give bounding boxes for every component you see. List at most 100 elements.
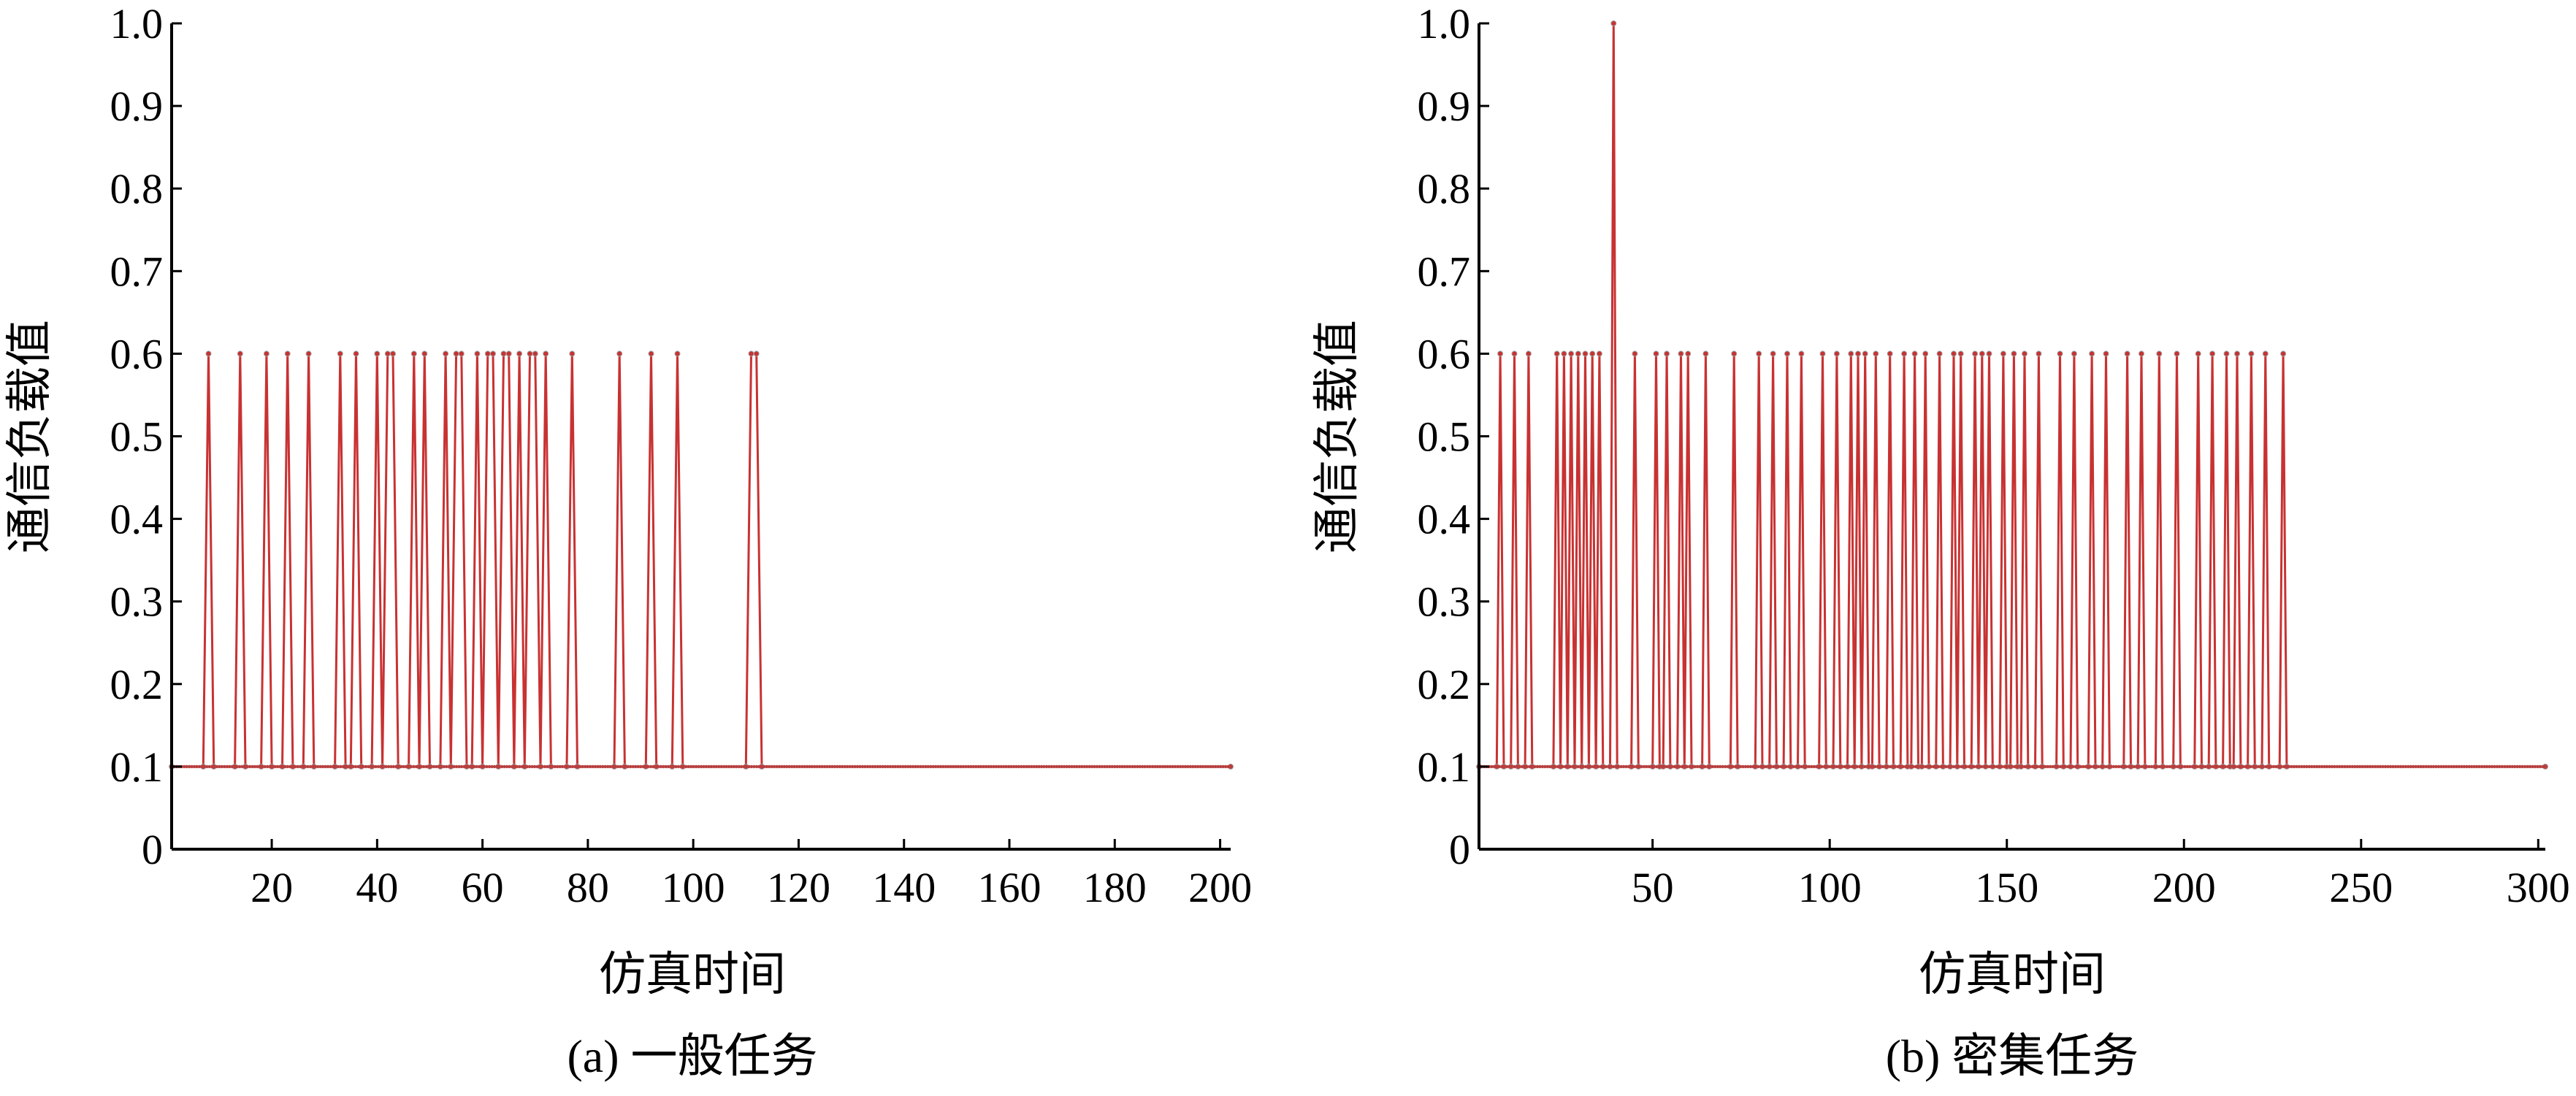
baseline-point xyxy=(1062,764,1066,769)
baseline-point xyxy=(2104,764,2108,769)
peak-point xyxy=(1972,350,1979,357)
baseline-point xyxy=(1700,764,1705,769)
baseline-point xyxy=(914,764,917,769)
baseline-point xyxy=(1176,764,1180,769)
baseline-point xyxy=(2188,764,2192,769)
baseline-point xyxy=(651,764,655,769)
baseline-point xyxy=(2310,764,2314,769)
baseline-point xyxy=(556,764,559,769)
baseline-point xyxy=(1685,764,1689,769)
baseline-point xyxy=(865,764,870,769)
peak-point xyxy=(516,350,523,357)
baseline-point xyxy=(1138,764,1142,769)
baseline-point xyxy=(2185,764,2190,769)
baseline-point xyxy=(303,764,307,769)
baseline-point xyxy=(1635,764,1638,769)
baseline-point xyxy=(2206,764,2209,769)
baseline-point xyxy=(916,764,920,769)
baseline-point xyxy=(2381,764,2385,769)
baseline-point xyxy=(1881,764,1884,769)
baseline-point xyxy=(394,764,398,769)
baseline-point xyxy=(1977,764,1981,769)
baseline-point xyxy=(2163,764,2166,769)
baseline-point xyxy=(1815,764,1819,769)
baseline-point xyxy=(709,764,713,769)
baseline-point xyxy=(2396,764,2400,769)
baseline-point xyxy=(1705,764,1710,769)
peak-point xyxy=(1568,350,1575,357)
baseline-point xyxy=(1777,764,1781,769)
baseline-point xyxy=(2127,764,2131,769)
baseline-point xyxy=(1838,764,1841,769)
baseline-point xyxy=(482,764,486,769)
baseline-point xyxy=(2526,764,2529,769)
baseline-point xyxy=(1110,764,1114,769)
baseline-point xyxy=(1690,764,1694,769)
baseline-point xyxy=(1158,764,1162,769)
baseline-point xyxy=(2122,764,2126,769)
baseline-point xyxy=(850,764,855,769)
baseline-point xyxy=(2399,764,2403,769)
baseline-point xyxy=(971,764,976,769)
baseline-point xyxy=(220,764,224,769)
x-tick-label: 50 xyxy=(1632,864,1674,911)
baseline-point xyxy=(2434,764,2438,769)
baseline-point xyxy=(2076,764,2080,769)
baseline-point xyxy=(1840,764,1844,769)
baseline-point xyxy=(429,764,433,769)
baseline-point xyxy=(573,764,577,769)
baseline-point xyxy=(1540,764,1545,769)
baseline-point xyxy=(2419,764,2423,769)
baseline-point xyxy=(1148,764,1152,769)
baseline-point xyxy=(1642,764,1646,769)
y-tick-label: 0.1 xyxy=(1418,743,1471,791)
peak-point xyxy=(1833,350,1840,357)
baseline-point xyxy=(982,764,985,769)
baseline-point xyxy=(903,764,907,769)
baseline-point xyxy=(356,764,360,769)
baseline-point xyxy=(1825,764,1829,769)
baseline-point xyxy=(2373,764,2377,769)
baseline-point xyxy=(2056,764,2060,769)
baseline-point xyxy=(2520,764,2524,769)
x-tick-label: 120 xyxy=(767,864,830,911)
y-tick-label: 0.6 xyxy=(1418,330,1471,378)
baseline-point xyxy=(1173,764,1177,769)
baseline-point xyxy=(2120,764,2123,769)
baseline-point xyxy=(1893,764,1897,769)
baseline-point xyxy=(2295,764,2298,769)
peak-point xyxy=(305,350,312,357)
peak-point xyxy=(2011,350,2017,357)
baseline-point xyxy=(1571,764,1575,769)
baseline-point xyxy=(1759,764,1763,769)
baseline-point xyxy=(1050,764,1054,769)
baseline-point xyxy=(2498,764,2502,769)
y-tick-label: 0.8 xyxy=(110,165,164,212)
series-line xyxy=(172,352,1231,768)
baseline-point xyxy=(2152,764,2156,769)
baseline-point xyxy=(855,764,860,769)
baseline-point xyxy=(909,764,912,769)
baseline-point xyxy=(2401,764,2405,769)
baseline-point xyxy=(1954,764,1958,769)
peak-point xyxy=(237,350,243,357)
baseline-point xyxy=(1632,764,1636,769)
peak-point xyxy=(753,350,760,357)
peak-point xyxy=(410,350,417,357)
x-tick-label: 250 xyxy=(2329,864,2393,911)
baseline-point xyxy=(1795,764,1798,769)
baseline-point xyxy=(1621,764,1626,769)
baseline-point xyxy=(707,764,711,769)
baseline-point xyxy=(2020,764,2025,769)
baseline-point xyxy=(2130,764,2133,769)
peak-point xyxy=(2022,350,2027,357)
baseline-point xyxy=(2472,764,2476,769)
baseline-point xyxy=(1495,764,1499,769)
baseline-point xyxy=(2505,764,2510,769)
baseline-point xyxy=(1865,764,1870,769)
panel-caption: (a) 一般任务 xyxy=(567,1030,817,1082)
baseline-point xyxy=(316,764,320,769)
baseline-point xyxy=(2266,764,2271,769)
baseline-point xyxy=(1193,764,1197,769)
baseline-point xyxy=(1721,764,1724,769)
